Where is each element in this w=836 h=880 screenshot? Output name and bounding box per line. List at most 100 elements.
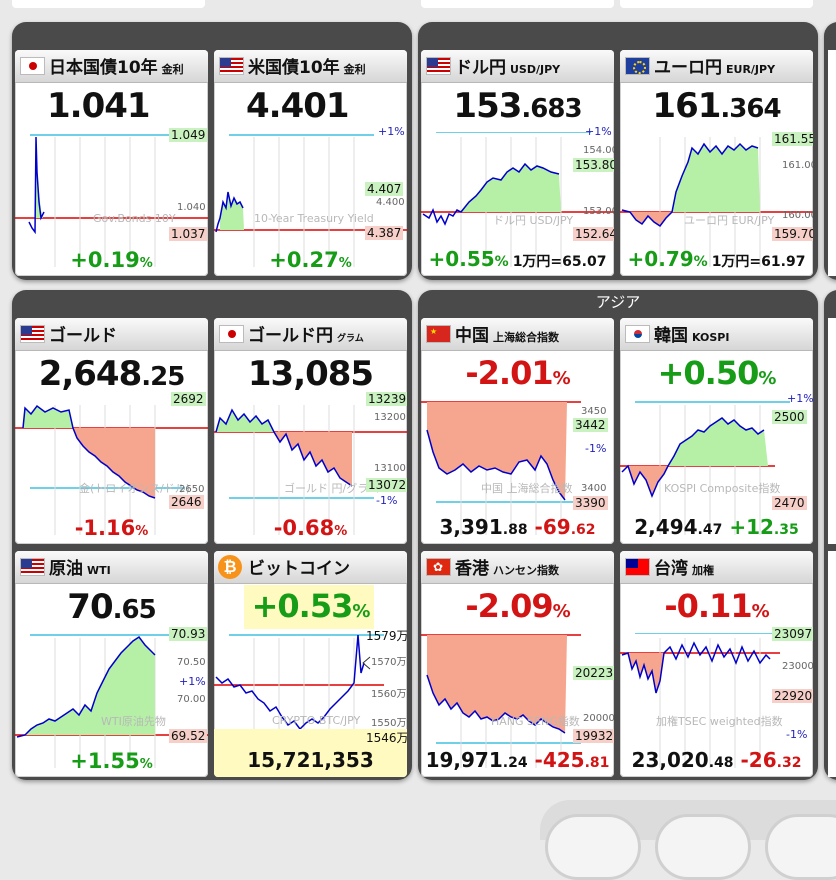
- tick-lower: 13100: [374, 463, 406, 474]
- pager-button-2[interactable]: [655, 814, 751, 880]
- tick-lower: 160.00: [782, 210, 813, 221]
- card-header: 台湾 加権: [620, 551, 813, 584]
- high-label: 23097: [772, 627, 813, 641]
- high-label: 153.80: [573, 158, 614, 172]
- card-header: 韓国 KOSPI: [620, 318, 813, 351]
- low-label: 19932: [573, 729, 614, 743]
- chart-watermark: 金(トロイオンス/ドル): [79, 482, 191, 495]
- pager-button-1[interactable]: [545, 814, 641, 880]
- card-bitcoin[interactable]: ₿ ビットコイン +0.53% 1579万 1570万 1560万 CRYPTO…: [214, 551, 407, 777]
- plus-one-percent-label: +1%: [787, 392, 813, 405]
- card-header: ゴールド: [15, 318, 208, 351]
- change-percent: -0.68%: [273, 516, 348, 540]
- eu-flag-icon: [625, 57, 650, 75]
- gold-chart: [15, 404, 208, 535]
- card-hongkong-hangseng[interactable]: ✿ 香港 ハンセン指数 -2.09% 20223 HANG SENG指数 2000…: [421, 551, 614, 777]
- high-label: 1579万: [366, 629, 407, 643]
- card-jgb-10y[interactable]: 日本国債10年 金利 1.041 1.049 1.040 Gov.Bonds 10…: [15, 50, 208, 276]
- card-subtitle: 加権: [692, 564, 714, 577]
- us-flag-icon: [20, 325, 45, 343]
- high-label: 161.55: [772, 132, 813, 146]
- change-percent: -1.16%: [74, 516, 149, 540]
- plus-one-percent-label: +1%: [378, 125, 405, 138]
- tick-lower: 153.00: [583, 206, 614, 217]
- tick-upper: 70.50: [177, 657, 206, 668]
- card-header: ゴールド円 グラム: [214, 318, 407, 351]
- low-label: 2470: [772, 496, 807, 510]
- right-edge-card: [828, 318, 836, 544]
- card-us-treasury-10y[interactable]: 米国債10年 金利 4.401 +1% 4.407 4.400 10-Year T…: [214, 50, 407, 276]
- card-header: 日本国債10年 金利: [15, 50, 208, 83]
- low-label: 152.64: [573, 227, 614, 241]
- index-row: 3,391.88 -69.62: [439, 515, 596, 539]
- card-subtitle: WTI: [87, 564, 111, 577]
- chart-watermark: ユーロ円 EUR/JPY: [684, 214, 775, 227]
- pager-button-3[interactable]: [765, 814, 836, 880]
- card-header: ✿ 香港 ハンセン指数: [421, 551, 614, 584]
- card-subtitle: 金利: [343, 63, 366, 76]
- korea-chart: [620, 401, 790, 535]
- current-value: 2,648.25: [38, 354, 186, 394]
- plus-one-percent-label: +1%: [585, 125, 612, 138]
- change-percent: +1.55%: [70, 749, 153, 773]
- chart-watermark: Gov.Bonds 10Y: [93, 212, 176, 225]
- change-percent: +0.53%: [251, 587, 371, 625]
- tick-lower: 70.00: [177, 694, 206, 705]
- low-label: 3390: [573, 496, 608, 510]
- goldjpy-chart: [214, 405, 407, 535]
- change-percent: -0.11%: [664, 587, 769, 625]
- mid-tick: 1.040: [177, 202, 206, 213]
- card-gold[interactable]: ゴールド 2,648.25 2692 金(トロイオンス/ドル) 2650 264…: [15, 318, 208, 544]
- card-title: ドル円: [455, 58, 506, 78]
- high-label: 2500: [772, 410, 807, 424]
- change-percent: -2.09%: [465, 587, 570, 625]
- high-label: 1.049: [169, 128, 208, 142]
- card-wti-crude[interactable]: 原油 WTI 70.65 70.93 70.50 +1% 70.00 WTI原油先…: [15, 551, 208, 777]
- minus-one-percent-label: -1%: [786, 728, 808, 741]
- chart-watermark: ドル円 USD/JPY: [493, 214, 574, 227]
- change-percent: +0.27%: [269, 248, 352, 272]
- change-percent: +0.19%: [70, 248, 153, 272]
- group-asia-title: アジア: [595, 293, 641, 311]
- chart-watermark: HANG SENG指数: [491, 715, 580, 728]
- card-title: ユーロ円: [654, 58, 722, 78]
- taiwan-chart: [620, 633, 790, 768]
- card-eur-jpy[interactable]: ユーロ円 EUR/JPY 161.364 161.55 161.00 160.00…: [620, 50, 813, 276]
- low-label: 69.52: [169, 729, 208, 743]
- card-title: ゴールド: [49, 326, 117, 346]
- card-korea-kospi[interactable]: 韓国 KOSPI +0.50% +1% 2500 KOSPI Composite指…: [620, 318, 813, 544]
- tick-lower: 20000: [583, 713, 614, 724]
- tick-upper: 3450: [581, 406, 607, 417]
- card-gold-jpy[interactable]: ゴールド円 グラム 13,085 13239 13200 13100 ゴールド 円…: [214, 318, 407, 544]
- us-flag-icon: [20, 558, 45, 576]
- low-label: 159.70: [772, 227, 813, 241]
- card-usd-jpy[interactable]: ドル円 USD/JPY 153.683 +1% 154.00 153.80 153…: [421, 50, 614, 276]
- tick-upper: 161.00: [782, 160, 813, 171]
- top-strip: [0, 0, 836, 14]
- taiwan-flag-icon: [625, 558, 650, 576]
- us-flag-icon: [219, 57, 244, 75]
- tick-mid: 23000: [782, 661, 813, 672]
- japan-flag-icon: [20, 57, 45, 75]
- hongkong-flag-icon: ✿: [426, 558, 451, 576]
- card-title: 韓国: [654, 326, 688, 346]
- card-china-shanghai[interactable]: ★ 中国 上海総合指数 -2.01% 3450 3442 -1% 中国 上海総合指…: [421, 318, 614, 544]
- current-value: 70.65: [67, 587, 156, 627]
- current-value: 161.364: [652, 86, 781, 126]
- plus-one-percent-label: +1%: [179, 675, 206, 688]
- change-row: +0.79% 1万円=61.97: [627, 247, 806, 271]
- high-label: 4.407: [365, 182, 404, 196]
- chart-watermark: 加権TSEC weighted指数: [656, 715, 783, 728]
- card-subtitle: 上海総合指数: [493, 331, 559, 344]
- chart-watermark: WTI原油先物: [101, 715, 166, 728]
- card-subtitle: KOSPI: [692, 331, 730, 344]
- ust-chart: [214, 134, 407, 267]
- card-taiwan-taiex[interactable]: 台湾 加権 -0.11% 23097 23000 22920 加権TSEC wei…: [620, 551, 813, 777]
- card-header: ドル円 USD/JPY: [421, 50, 614, 83]
- current-value: 153.683: [453, 86, 582, 126]
- low-label: 1546万: [366, 731, 407, 745]
- chart-watermark: ゴールド 円/グラム: [284, 482, 379, 495]
- minus-one-percent-label: -1%: [376, 494, 398, 507]
- tick-3: 1550万: [371, 718, 407, 729]
- card-title: 原油: [49, 559, 83, 579]
